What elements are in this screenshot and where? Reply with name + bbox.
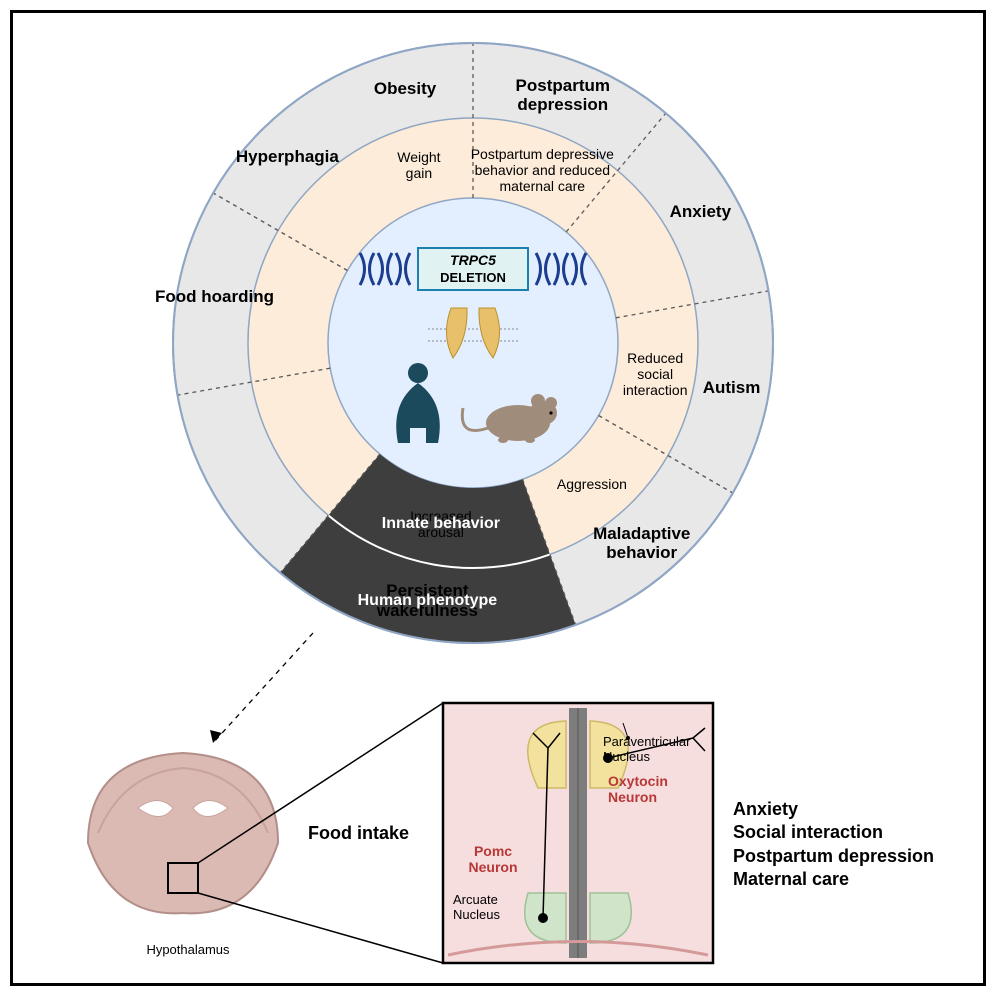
pvn-label: ParaventricularNucleus [603, 735, 723, 765]
arc-label: ArcuateNucleus [453, 893, 533, 923]
figure-frame: PostpartumdepressionAnxietyAutismMaladap… [10, 10, 986, 986]
food-intake-label: Food intake [308, 823, 438, 844]
oxytocin-neuron-label: OxytocinNeuron [608, 773, 688, 805]
list-item: Maternal care [733, 868, 983, 891]
list-item: Social interaction [733, 821, 983, 844]
pomc-neuron-label: PomcNeuron [458, 843, 528, 875]
list-item: Postpartum depression [733, 845, 983, 868]
legend-inner-label: Innate behavior [351, 515, 531, 533]
svg-text:TRPC5: TRPC5 [450, 252, 496, 268]
list-item: Anxiety [733, 798, 983, 821]
legend-outer-label: Human phenotype [337, 592, 517, 610]
phenotype-list: Anxiety Social interaction Postpartum de… [733, 798, 983, 892]
svg-text:DELETION: DELETION [440, 270, 506, 285]
hypothalamus-label: Hypothalamus [128, 943, 248, 958]
